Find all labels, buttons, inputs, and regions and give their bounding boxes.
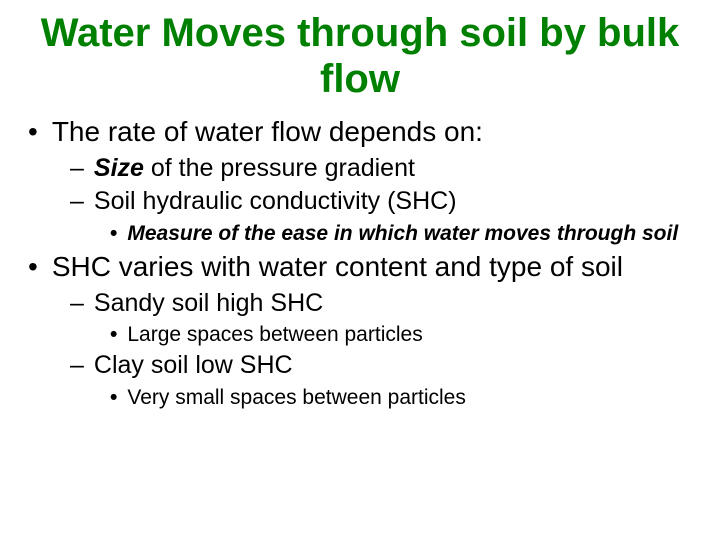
bullet-level2: – Soil hydraulic conductivity (SHC) xyxy=(20,186,700,217)
bullet-level2: – Sandy soil high SHC xyxy=(20,288,700,319)
bullet-marker: • xyxy=(20,220,127,247)
plain-text: of the pressure gradient xyxy=(144,154,415,182)
bullet-level3: • Large spaces between particles xyxy=(20,321,700,348)
bullet-level1: • SHC varies with water content and type… xyxy=(20,249,700,284)
bullet-text: Size of the pressure gradient xyxy=(94,153,415,184)
dash-marker: – xyxy=(20,288,94,319)
bullet-marker: • xyxy=(20,384,127,411)
bullet-text: Large spaces between particles xyxy=(127,321,422,348)
slide-title: Water Moves through soil by bulk flow xyxy=(20,10,700,102)
bullet-text: SHC varies with water content and type o… xyxy=(52,249,623,284)
bullet-text: The rate of water flow depends on: xyxy=(52,114,483,149)
dash-marker: – xyxy=(20,350,94,381)
bullet-level3: • Very small spaces between particles xyxy=(20,384,700,411)
bullet-level2: – Clay soil low SHC xyxy=(20,350,700,381)
bullet-marker: • xyxy=(20,114,52,149)
bullet-level3: • Measure of the ease in which water mov… xyxy=(20,220,700,247)
bullet-level2: – Size of the pressure gradient xyxy=(20,153,700,184)
bullet-text: Sandy soil high SHC xyxy=(94,288,323,319)
bullet-text: Soil hydraulic conductivity (SHC) xyxy=(94,186,457,217)
bullet-text: Very small spaces between particles xyxy=(127,384,466,411)
dash-marker: – xyxy=(20,186,94,217)
dash-marker: – xyxy=(20,153,94,184)
bullet-level1: • The rate of water flow depends on: xyxy=(20,114,700,149)
bullet-marker: • xyxy=(20,249,52,284)
emphasis-text: Size xyxy=(94,154,144,182)
bullet-text: Clay soil low SHC xyxy=(94,350,293,381)
bullet-text-emphasis: Measure of the ease in which water moves… xyxy=(127,220,678,247)
bullet-marker: • xyxy=(20,321,127,348)
